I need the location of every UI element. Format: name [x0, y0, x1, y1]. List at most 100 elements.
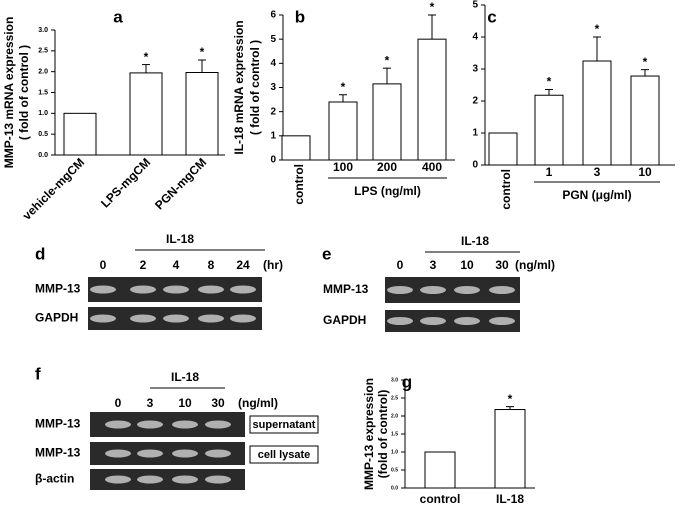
y-tick-label: 0	[270, 155, 276, 166]
tag-box	[249, 415, 319, 434]
gel-band	[130, 285, 156, 294]
bar	[63, 112, 97, 156]
x-tick-label: control	[292, 164, 306, 205]
x-axis-label: LPS (ng/ml)	[354, 184, 421, 198]
panel-label: e	[322, 244, 331, 263]
y-axis-label: MMP-13 mRNA expression	[2, 17, 16, 169]
gel-band	[454, 317, 480, 325]
significance-star: *	[144, 50, 149, 64]
row-label: MMP-13	[35, 446, 81, 460]
gel-band	[489, 317, 515, 325]
gel-band	[420, 286, 446, 294]
row-label: MMP-13	[35, 417, 81, 431]
bar	[534, 94, 564, 166]
x-tick-label: 100	[333, 160, 353, 174]
y-tick-label: 2.5	[391, 395, 398, 401]
gel-band	[198, 314, 224, 323]
y-tick-label: 5	[270, 34, 276, 45]
y-tick-label: 4	[270, 58, 276, 69]
gel-band	[230, 314, 256, 323]
panel-label: f	[35, 364, 41, 383]
significance-star: *	[430, 0, 435, 14]
gel-band	[387, 317, 413, 325]
lane-label: 30	[495, 258, 509, 272]
unit-label: (ng/ml)	[238, 396, 278, 410]
gel-band	[105, 449, 131, 458]
y-tick-label: 6	[270, 10, 276, 21]
gel-band	[205, 420, 231, 429]
x-tick-label: 1	[546, 165, 553, 179]
y-tick-label: 1.0	[38, 110, 48, 117]
y-tick-label: 2.0	[38, 69, 48, 76]
y-tick-label: 2	[472, 96, 478, 107]
x-tick-label: 3	[594, 165, 601, 179]
gel-band	[137, 449, 163, 458]
panel-label: c	[487, 7, 496, 26]
gel-image	[385, 310, 520, 332]
lane-label: 0	[397, 258, 404, 272]
panel-label: a	[113, 7, 123, 26]
gel-band	[172, 449, 198, 458]
gel-band	[454, 286, 480, 294]
gel-band	[90, 285, 116, 294]
bar	[417, 38, 447, 161]
gel-band	[172, 475, 198, 484]
significance-star: *	[595, 22, 600, 36]
gel-band	[198, 285, 224, 294]
unit-label: (ng/ml)	[515, 258, 555, 272]
lane-label: 3	[430, 258, 437, 272]
y-axis-label: IL-18 mRNA expression	[232, 20, 246, 154]
bar	[185, 72, 219, 156]
lane-label: 24	[236, 258, 250, 272]
row-label: GAPDH	[35, 311, 78, 325]
gel-band	[130, 314, 156, 323]
y-tick-label: 3.0	[391, 377, 398, 383]
tag-label: supernatant	[253, 419, 316, 431]
gel-band	[137, 420, 163, 429]
lane-label: 0	[100, 258, 107, 272]
gel-band	[230, 285, 256, 294]
gel-band	[105, 475, 131, 484]
y-tick-label: 3.0	[38, 27, 48, 34]
y-tick-label: 4	[472, 32, 478, 43]
row-label: MMP-13	[35, 282, 81, 296]
bar	[424, 451, 456, 489]
x-tick-label: 400	[422, 160, 442, 174]
y-axis-label: ( fold of control )	[17, 45, 31, 140]
significance-star: *	[643, 55, 648, 69]
panel-label: d	[35, 244, 45, 263]
significance-star: *	[547, 75, 552, 89]
y-axis-label: ( fold of control )	[248, 40, 262, 135]
significance-star: *	[385, 53, 390, 67]
panel-label: b	[295, 7, 305, 26]
treatment-label: IL-18	[171, 370, 199, 384]
x-tick-label: IL-18	[496, 492, 524, 506]
lane-label: 0	[115, 396, 122, 410]
x-tick-label: control	[420, 492, 461, 506]
gel-band	[105, 420, 131, 429]
y-tick-label: 1	[270, 130, 276, 141]
bar	[372, 83, 402, 161]
y-tick-label: 3	[270, 82, 276, 93]
gel-image	[90, 442, 245, 465]
panel-label: g	[402, 372, 412, 391]
y-tick-label: 1	[472, 128, 478, 139]
y-tick-label: 2.0	[391, 413, 398, 419]
gel-band	[205, 449, 231, 458]
gel-band	[163, 285, 189, 294]
y-tick-label: 0.0	[38, 152, 48, 159]
y-tick-label: 2	[270, 106, 276, 117]
y-tick-label: 0	[472, 160, 478, 171]
treatment-label: IL-18	[461, 234, 489, 248]
lane-label: 10	[178, 396, 192, 410]
row-label: β-actin	[35, 472, 74, 486]
gel-band	[137, 475, 163, 484]
y-tick-label: 5	[472, 0, 478, 11]
significance-star: *	[341, 80, 346, 94]
gel-band	[387, 286, 413, 294]
bar	[328, 101, 358, 161]
x-tick-label: 200	[377, 160, 397, 174]
y-tick-label: 1.5	[391, 431, 398, 437]
